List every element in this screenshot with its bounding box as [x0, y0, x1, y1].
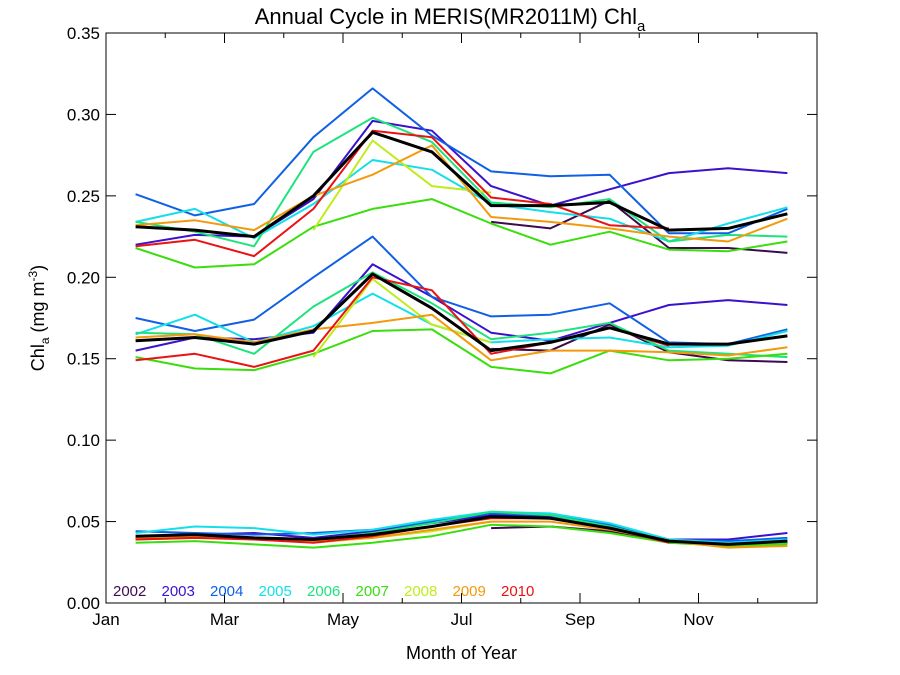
legend-entry-2004: 2004	[210, 583, 243, 600]
y-tick-label: 0.25	[67, 187, 100, 206]
x-tick-label: Jan	[92, 610, 119, 629]
legend-entry-2003: 2003	[162, 583, 195, 600]
legend: 2002 2003 2004 2005 2006 2007 2008 2009 2010	[113, 583, 534, 600]
y-tick-label: 0.05	[67, 513, 100, 532]
series-line-2007-middle	[135, 328, 788, 375]
series-line-2006-upper	[135, 116, 788, 248]
y-axis-title-units-close: )	[28, 265, 48, 271]
legend-entry-2010: 2010	[501, 583, 534, 600]
y-axis-title-units: (mg m	[28, 281, 48, 337]
x-axis-title: Month of Year	[406, 643, 517, 663]
y-axis-ticks: 0.00 0.05 0.10 0.15 0.20 0.25 0.30 0.35	[67, 24, 817, 613]
y-axis-title-subscript: a	[38, 337, 52, 344]
series-line-2005-lower	[135, 510, 788, 544]
y-tick-label: 0.15	[67, 350, 100, 369]
y-tick-label: 0.30	[67, 105, 100, 124]
series-line-2008-middle	[312, 277, 492, 358]
legend-entry-2002: 2002	[113, 583, 146, 600]
plot-lines	[135, 87, 788, 549]
series-line-2003-middle	[135, 263, 788, 352]
x-tick-label: Jul	[451, 610, 473, 629]
y-axis-title-superscript: -3	[26, 270, 40, 281]
x-tick-label: Mar	[210, 610, 240, 629]
y-tick-label: 0.35	[67, 24, 100, 43]
y-axis-title-prefix: Chl	[28, 344, 48, 371]
y-tick-label: 0.20	[67, 268, 100, 287]
chart-title-main: Annual Cycle in MERIS(MR2011M) Chl	[255, 4, 637, 29]
y-tick-label: 0.10	[67, 431, 100, 450]
legend-entry-2005: 2005	[259, 583, 292, 600]
series-line-2005-upper	[135, 159, 788, 243]
series-line-2002-middle	[491, 323, 788, 363]
legend-entry-2008: 2008	[404, 583, 437, 600]
series-line-2009-middle	[135, 313, 788, 362]
mean-line-lower	[135, 515, 788, 546]
series-line-2010-upper	[135, 129, 669, 258]
chart-title: Annual Cycle in MERIS(MR2011M) Chla	[255, 4, 646, 35]
y-tick-label: 0.00	[67, 594, 100, 613]
series-line-2007-upper	[135, 198, 788, 269]
mean-line-upper	[135, 130, 788, 239]
legend-entry-2009: 2009	[453, 583, 486, 600]
legend-entry-2007: 2007	[356, 583, 389, 600]
legend-entry-2006: 2006	[307, 583, 340, 600]
y-axis-title: Chla (mg m-3)	[26, 265, 52, 371]
x-tick-label: Nov	[683, 610, 714, 629]
series-line-2009-upper	[135, 144, 788, 243]
plot-area-frame	[105, 32, 818, 604]
x-axis-ticks: Jan Mar May Jul Sep Nov	[92, 33, 759, 629]
x-tick-label: May	[327, 610, 360, 629]
series-line-2004-upper	[135, 87, 788, 235]
series-line-2007-lower	[135, 523, 788, 549]
chart-title-subscript: a	[637, 18, 646, 35]
mean-line-middle	[135, 272, 788, 353]
x-tick-label: Sep	[565, 610, 595, 629]
